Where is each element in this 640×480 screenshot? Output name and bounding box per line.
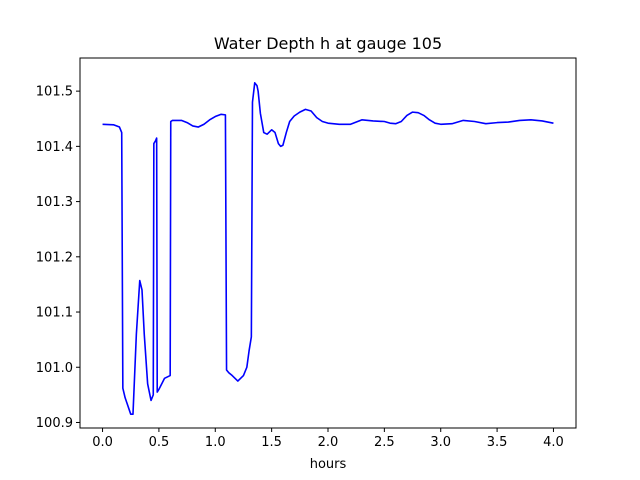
y-tick-label: 101.5 bbox=[36, 85, 73, 100]
y-tick-label: 100.9 bbox=[36, 416, 73, 431]
x-tick-label: 2.5 bbox=[374, 435, 395, 450]
x-axis-label: hours bbox=[310, 457, 347, 472]
y-tick-label: 101.4 bbox=[36, 140, 73, 155]
y-tick-label: 101.1 bbox=[36, 306, 73, 321]
y-tick-label: 101.3 bbox=[36, 195, 73, 210]
x-axis: 0.0 0.5 1.0 1.5 2.0 2.5 3.0 3.5 4.0 bbox=[92, 428, 564, 450]
x-tick-label: 2.0 bbox=[318, 435, 339, 450]
x-tick-label: 3.5 bbox=[487, 435, 508, 450]
series-line-0 bbox=[102, 82, 554, 415]
y-tick-label: 101.2 bbox=[36, 250, 73, 265]
x-tick-label: 1.0 bbox=[205, 435, 226, 450]
x-tick-label: 0.0 bbox=[92, 435, 113, 450]
x-tick-label: 0.5 bbox=[149, 435, 170, 450]
x-tick-label: 4.0 bbox=[543, 435, 564, 450]
x-tick-label: 1.5 bbox=[261, 435, 282, 450]
chart-title: Water Depth h at gauge 105 bbox=[214, 34, 442, 53]
y-tick-label: 101.0 bbox=[36, 361, 73, 376]
y-axis: 100.9 101.0 101.1 101.2 101.3 101.4 101.5 bbox=[36, 85, 80, 431]
x-tick-label: 3.0 bbox=[430, 435, 451, 450]
